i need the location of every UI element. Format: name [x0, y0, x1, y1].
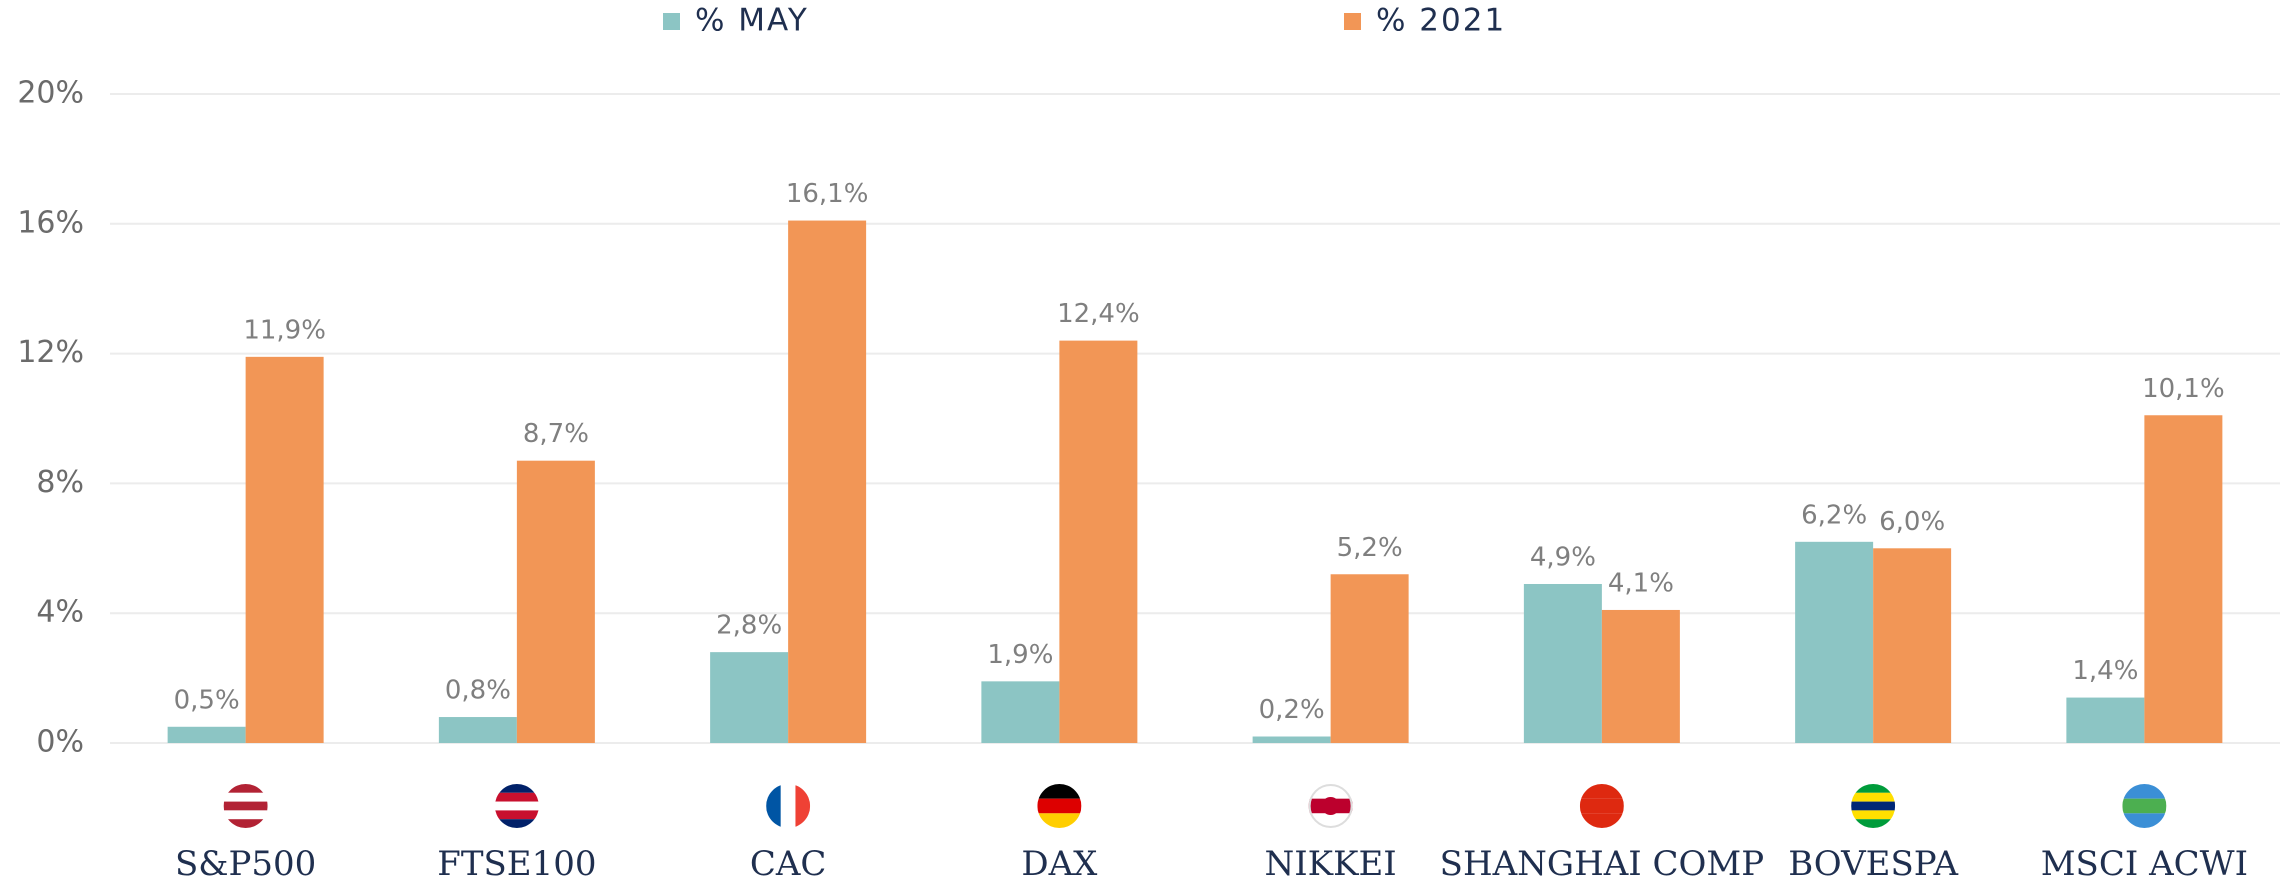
bar: [516, 460, 595, 743]
bar: [710, 652, 789, 743]
y-tick-label: 4%: [36, 595, 84, 630]
flag-stripe: [1579, 813, 1624, 828]
x-tick-label: DAX: [1021, 844, 1098, 884]
value-label: 8,7%: [523, 419, 589, 449]
x-tick-label: S&P500: [175, 844, 316, 884]
value-label: 1,9%: [987, 640, 1053, 670]
flag-icon: [1851, 784, 1896, 828]
value-label: 16,1%: [786, 179, 869, 209]
bar: [1601, 609, 1680, 743]
flag-icon: [223, 784, 268, 828]
flag-stripe: [1037, 798, 1082, 814]
flag-stripe: [2122, 784, 2167, 799]
flag-stripe: [1579, 784, 1624, 799]
flag-stripe: [1851, 819, 1896, 828]
flag-stripe: [223, 784, 268, 793]
x-tick-label: BOVESPA: [1788, 844, 1958, 884]
bar: [1059, 340, 1138, 743]
bar: [1873, 548, 1952, 743]
x-tick-label: MSCI ACWI: [2041, 844, 2248, 884]
legend-label: % 2021: [1376, 3, 1506, 39]
value-label: 6,0%: [1879, 507, 1945, 537]
flag-stripe: [1851, 792, 1896, 802]
bar: [981, 681, 1060, 743]
value-label: 11,9%: [243, 315, 326, 345]
flag-stripe: [494, 810, 539, 820]
x-tick-label: SHANGHAI COMP: [1440, 844, 1764, 884]
value-label: 10,1%: [2142, 374, 2225, 404]
flag-stripe: [223, 792, 268, 802]
value-label: 0,2%: [1259, 695, 1325, 725]
flag-stripe: [223, 819, 268, 828]
y-tick-label: 0%: [36, 725, 84, 760]
y-tick-label: 8%: [36, 465, 84, 500]
value-label: 2,8%: [716, 611, 782, 641]
flag-icon: [494, 784, 539, 828]
flag-stripe: [1851, 801, 1896, 811]
flag-icon: [1579, 784, 1624, 828]
flag-stripe: [795, 784, 811, 828]
bar: [245, 356, 324, 743]
flag-stripe: [1851, 810, 1896, 820]
legend-swatch: [1344, 13, 1361, 30]
bar: [1795, 541, 1874, 743]
flag-stripe: [1579, 798, 1624, 814]
flag-stripe: [223, 801, 268, 811]
bar: [1330, 574, 1409, 743]
flag-stripe: [494, 819, 539, 828]
flag-stripe: [494, 792, 539, 802]
flag-stripe: [1037, 784, 1082, 799]
legend-swatch: [663, 13, 680, 30]
value-label: 5,2%: [1337, 533, 1403, 563]
flag-icon: [766, 784, 811, 828]
x-tick-label: CAC: [750, 844, 827, 884]
flag-ring: [1308, 784, 1353, 828]
bar: [438, 717, 517, 743]
flag-stripe: [780, 784, 796, 828]
y-tick-label: 12%: [17, 335, 84, 370]
y-tick-label: 20%: [17, 76, 84, 111]
flag-stripe: [1851, 784, 1896, 793]
flag-stripe: [2122, 813, 2167, 828]
flag-icon: [2122, 784, 2167, 828]
value-label: 4,9%: [1530, 542, 1596, 572]
value-label: 12,4%: [1057, 299, 1140, 329]
y-tick-label: 16%: [17, 205, 84, 240]
bar: [1523, 583, 1602, 743]
bar: [788, 220, 867, 743]
legend-label: % MAY: [695, 3, 809, 39]
flag-stripe: [1037, 813, 1082, 828]
value-label: 4,1%: [1608, 568, 1674, 598]
flag-stripe: [2122, 798, 2167, 814]
flag-icon: [1037, 784, 1082, 828]
x-tick-label: NIKKEI: [1265, 844, 1397, 884]
flag-stripe: [494, 801, 539, 811]
bar: [2066, 697, 2145, 743]
flag-stripe: [223, 810, 268, 820]
bar: [1252, 736, 1331, 743]
value-label: 1,4%: [2072, 656, 2138, 686]
value-label: 0,5%: [174, 685, 240, 715]
flag-dot: [1321, 797, 1340, 815]
flag-stripe: [766, 784, 781, 828]
x-tick-label: FTSE100: [437, 844, 596, 884]
bar: [167, 726, 246, 743]
flag-stripe: [494, 784, 539, 793]
bar: [2144, 415, 2223, 743]
value-label: 6,2%: [1801, 500, 1867, 530]
value-label: 0,8%: [445, 676, 511, 706]
